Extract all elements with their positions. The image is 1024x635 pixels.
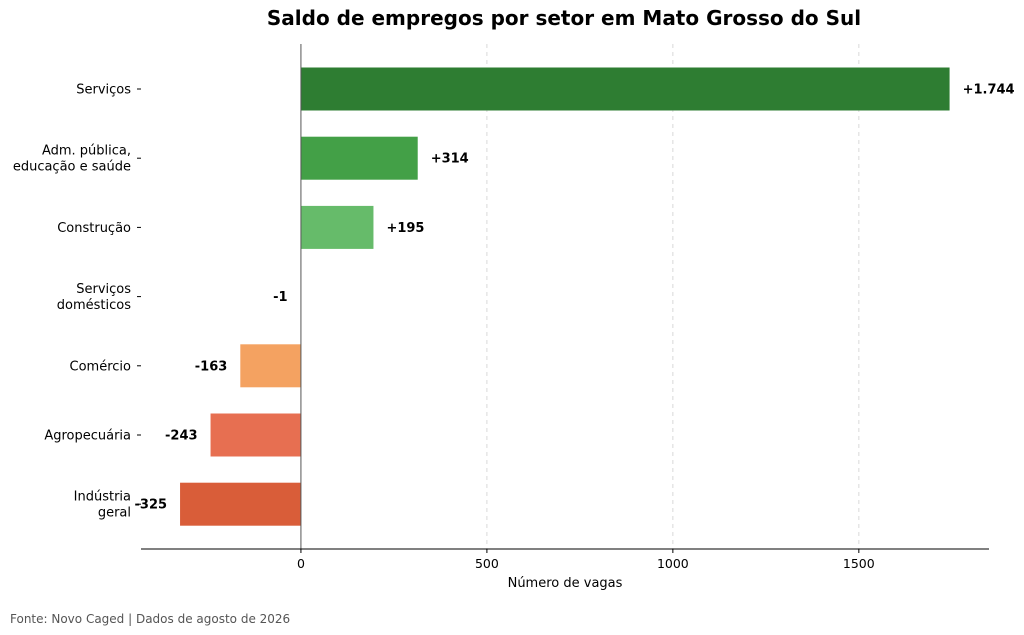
x-ticks: 0 500 1000 1500 bbox=[297, 549, 875, 571]
category-label: Serviços bbox=[76, 282, 131, 297]
bar bbox=[300, 136, 418, 180]
value-label: +1.744 bbox=[963, 83, 1015, 98]
bar bbox=[210, 413, 301, 457]
category-label: Serviços bbox=[76, 83, 131, 98]
bar bbox=[240, 344, 301, 388]
category-label: geral bbox=[98, 506, 131, 521]
value-label: -1 bbox=[273, 290, 287, 305]
value-label: -243 bbox=[165, 429, 198, 444]
value-labels: +1.744 +314 +195 -1 -163 -243 -325 bbox=[135, 83, 1015, 513]
x-tick-label: 1000 bbox=[657, 556, 689, 571]
category-label: Comércio bbox=[70, 359, 132, 374]
category-label: educação e saúde bbox=[13, 160, 131, 175]
grid-lines bbox=[486, 44, 860, 549]
value-label: -163 bbox=[195, 359, 228, 374]
x-tick-label: 0 bbox=[297, 556, 305, 571]
bar bbox=[300, 205, 374, 249]
value-label: +314 bbox=[431, 152, 469, 167]
category-label: Indústria bbox=[74, 490, 131, 505]
bar bbox=[300, 67, 950, 111]
value-label: +195 bbox=[386, 221, 424, 236]
chart-title: Saldo de empregos por setor em Mato Gros… bbox=[267, 6, 861, 30]
source-footer: Fonte: Novo Caged | Dados de agosto de 2… bbox=[10, 612, 291, 626]
category-label: Agropecuária bbox=[44, 429, 131, 444]
x-tick-label: 1500 bbox=[843, 556, 875, 571]
x-tick-label: 500 bbox=[475, 556, 499, 571]
bars bbox=[180, 67, 950, 526]
bar-chart: Saldo de empregos por setor em Mato Gros… bbox=[13, 6, 1015, 591]
category-label: Adm. pública, bbox=[42, 144, 131, 159]
category-label: domésticos bbox=[57, 298, 131, 313]
x-axis-label: Número de vagas bbox=[508, 576, 623, 591]
category-label: Construção bbox=[57, 221, 131, 236]
category-labels: Serviços Adm. pública,educação e saúde Con… bbox=[13, 83, 141, 521]
value-label: -325 bbox=[135, 498, 168, 513]
bar bbox=[180, 482, 301, 526]
